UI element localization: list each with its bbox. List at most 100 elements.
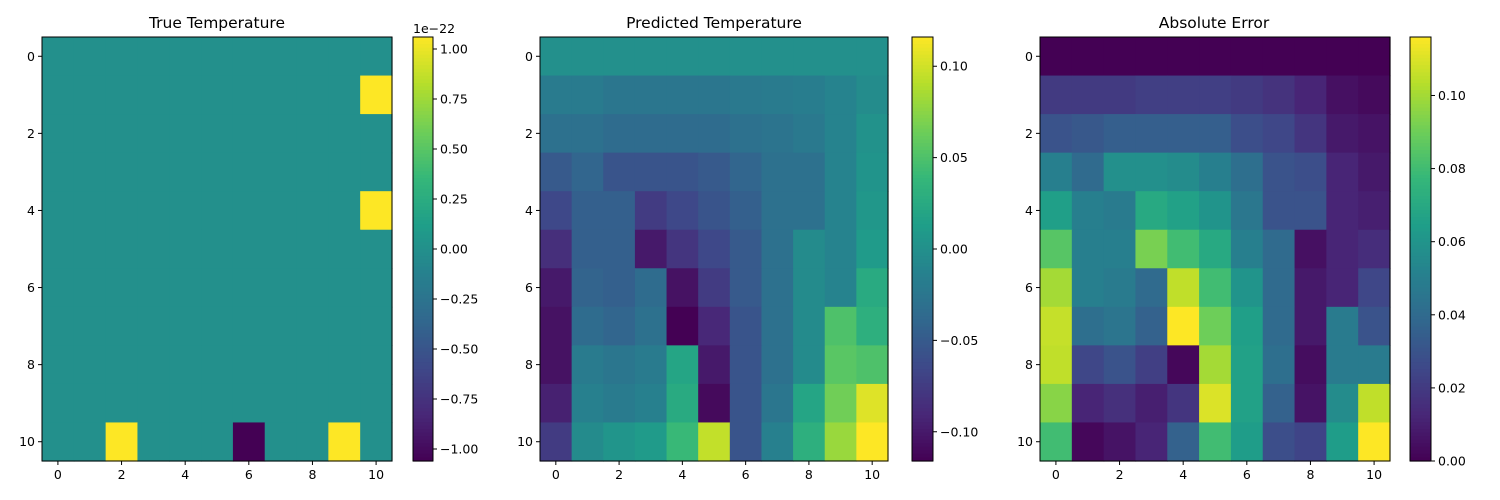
heatmap-cell	[729, 229, 763, 269]
colorbar-segment	[413, 309, 433, 314]
heatmap-cell	[540, 37, 573, 77]
colorbar-segment	[413, 72, 433, 77]
colorbar-segment	[912, 100, 933, 105]
colorbar-segment	[912, 231, 933, 236]
heatmap-cell	[73, 75, 107, 115]
colorbar-tick-label: 0.02	[1438, 380, 1466, 395]
heatmap-cell	[1262, 422, 1296, 462]
colorbar-segment	[912, 160, 933, 165]
colorbar-segment	[1410, 90, 1431, 95]
heatmap-cell	[571, 345, 604, 385]
heatmap-cell	[1167, 37, 1200, 77]
heatmap-cell	[1230, 75, 1264, 115]
colorbar-segment	[1410, 107, 1431, 112]
x-tick-label: 6	[1243, 467, 1251, 482]
heatmap-cell	[73, 422, 107, 462]
colorbar-segment	[1410, 351, 1431, 356]
heatmap-cell	[761, 75, 794, 115]
heatmap-cell	[1358, 306, 1391, 346]
heatmap-cell	[540, 306, 573, 346]
heatmap-cell	[1199, 114, 1232, 154]
heatmap-cell	[698, 75, 731, 115]
colorbar-segment	[912, 337, 933, 342]
colorbar-segment	[912, 365, 933, 370]
colorbar-segment	[1410, 224, 1431, 229]
colorbar-segment	[1410, 277, 1431, 282]
heatmap-cell	[137, 422, 170, 462]
heatmap-cell	[105, 268, 139, 308]
heatmap-cell	[571, 383, 604, 424]
heatmap-cell	[793, 268, 826, 308]
heatmap-cell	[1326, 268, 1359, 308]
colorbar-segment	[1410, 312, 1431, 317]
colorbar-segment	[912, 72, 933, 77]
heatmap-cell	[1199, 268, 1232, 308]
heatmap-cell	[1103, 191, 1137, 231]
colorbar-segment	[912, 44, 933, 49]
colorbar-segment	[912, 379, 933, 384]
heatmap-cell	[761, 268, 794, 308]
colorbar-segment	[912, 457, 933, 462]
heatmap-cell	[793, 422, 826, 462]
colorbar-segment	[413, 365, 433, 370]
colorbar-segment	[1410, 72, 1431, 77]
heatmap-cell	[571, 422, 604, 462]
colorbar-segment	[413, 118, 433, 123]
heatmap-cell	[1135, 383, 1168, 424]
heatmap-cell	[1262, 383, 1296, 424]
heatmap-cell	[201, 191, 234, 231]
colorbar-segment	[413, 111, 433, 116]
heatmap-cell	[761, 152, 794, 192]
heatmap-cell	[1040, 152, 1073, 192]
heatmap-cell	[666, 229, 699, 269]
colorbar-segment	[1410, 146, 1431, 151]
colorbar-segment	[413, 408, 433, 413]
colorbar-segment	[413, 418, 433, 423]
heatmap-cell	[328, 229, 361, 269]
colorbar-segment	[1410, 383, 1431, 388]
heatmap-cell	[634, 114, 668, 154]
heatmap-cell	[201, 75, 234, 115]
heatmap-cell	[1103, 114, 1137, 154]
colorbar-segment	[1410, 294, 1431, 300]
colorbar-segment	[912, 347, 933, 353]
heatmap-cell	[666, 345, 699, 385]
heatmap-cell	[1167, 268, 1200, 308]
y-tick-label: 10	[517, 434, 533, 449]
colorbar-tick-label: 0.05	[940, 150, 968, 165]
colorbar-segment	[912, 171, 933, 176]
heatmap-cell	[1294, 37, 1327, 77]
heatmap-cell	[1040, 191, 1073, 231]
colorbar-segment	[912, 213, 933, 218]
colorbar-segment	[413, 75, 433, 80]
heatmap-cell	[1199, 191, 1232, 231]
colorbar-segment	[1410, 37, 1431, 42]
heatmap-cell	[264, 114, 298, 154]
y-tick-label: 0	[525, 49, 533, 64]
heatmap-cell	[856, 152, 889, 192]
heatmap-cell	[42, 345, 75, 385]
heatmap-cell	[1230, 383, 1264, 424]
colorbar-segment	[413, 294, 433, 300]
heatmap-cell	[793, 306, 826, 346]
colorbar-segment	[1410, 61, 1431, 66]
colorbar-segment	[1410, 181, 1431, 186]
heatmap-cell	[824, 268, 857, 308]
heatmap-cell	[73, 306, 107, 346]
heatmap-cell	[698, 191, 731, 231]
colorbar-segment	[912, 404, 933, 409]
colorbar-segment	[1410, 121, 1431, 126]
heatmap-cell	[1294, 229, 1327, 269]
colorbar-segment	[413, 369, 433, 374]
colorbar-segment	[912, 224, 933, 229]
heatmap-cell	[1167, 422, 1200, 462]
colorbar-tick-label: −0.50	[440, 342, 478, 357]
heatmap-cell	[1103, 268, 1137, 308]
heatmap-cell	[824, 306, 857, 346]
colorbar-segment	[1410, 167, 1431, 172]
heatmap-cell	[1294, 306, 1327, 346]
colorbar-segment	[1410, 273, 1431, 278]
x-tick-label: 2	[615, 467, 623, 482]
heatmap-cell	[634, 37, 668, 77]
colorbar-tick-label: 0.06	[1438, 234, 1466, 249]
